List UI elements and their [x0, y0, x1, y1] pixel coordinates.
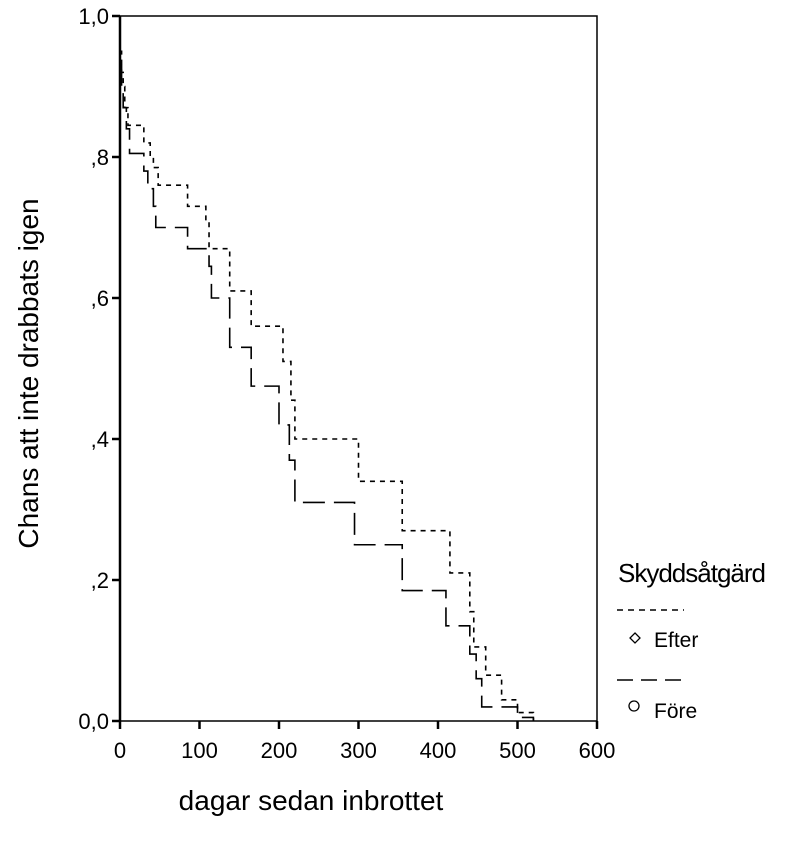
x-tick-label: 600 [579, 738, 616, 763]
y-tick-label: ,8 [91, 145, 109, 170]
x-tick-label: 500 [499, 738, 536, 763]
circle-icon [628, 700, 640, 712]
legend: Skyddsåtgärd Efter Före [617, 558, 766, 723]
x-tick-label: 400 [420, 738, 457, 763]
y-axis: 0,0 ,2 ,4 ,6 ,8 1,0 [78, 4, 120, 734]
x-axis: 0 100 200 300 400 500 600 [114, 721, 615, 763]
series-line-fore [120, 64, 535, 721]
x-tick-label: 200 [261, 738, 298, 763]
x-tick-label: 0 [114, 738, 126, 763]
y-tick-label: 0,0 [78, 709, 109, 734]
x-tick-label: 300 [340, 738, 377, 763]
y-axis-title: Chans att inte drabbats igen [13, 198, 44, 548]
diamond-icon [629, 632, 641, 644]
series-line-efter [120, 50, 535, 721]
legend-title: Skyddsåtgärd [618, 558, 765, 588]
plot-frame [119, 15, 598, 722]
legend-label-fore: Före [654, 700, 697, 723]
y-tick-label: ,4 [91, 427, 109, 452]
x-tick-label: 100 [181, 738, 218, 763]
y-tick-label: 1,0 [78, 4, 109, 29]
y-tick-label: ,6 [91, 286, 109, 311]
y-tick-label: ,2 [91, 568, 109, 593]
x-axis-title: dagar sedan inbrottet [179, 785, 444, 816]
legend-label-efter: Efter [654, 629, 698, 652]
series-layer [120, 50, 535, 721]
